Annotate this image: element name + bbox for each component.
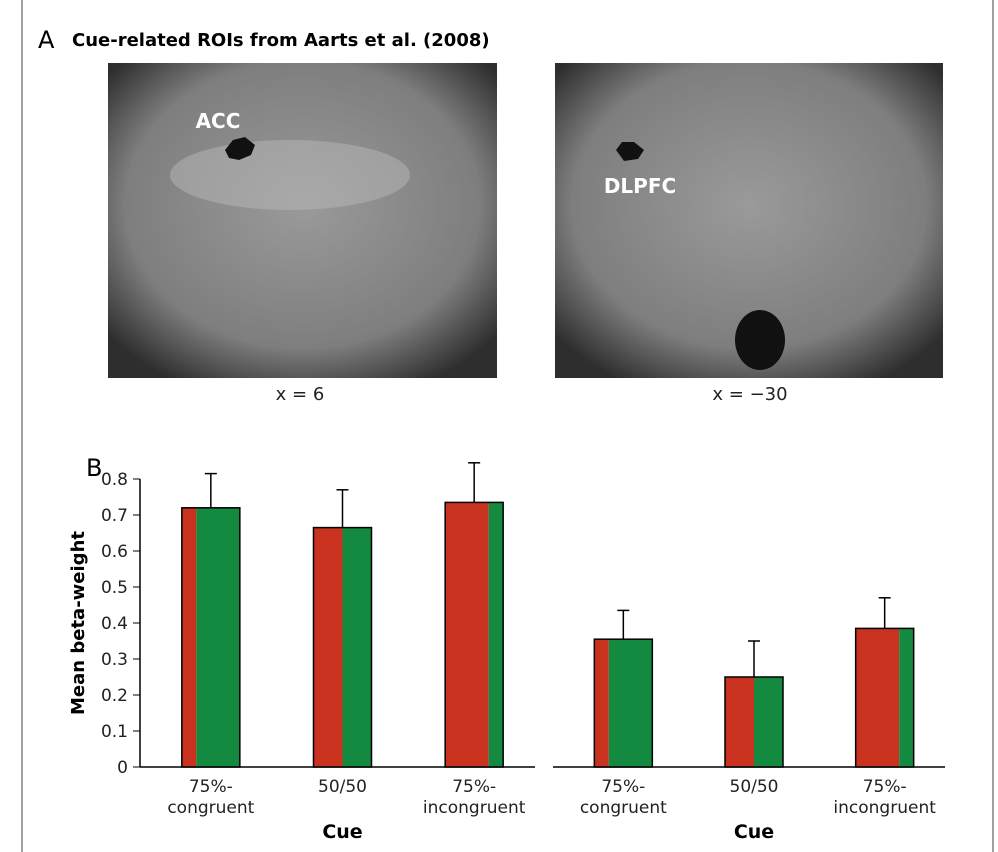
- roi-label: ACC: [196, 109, 241, 133]
- bar-congruent-part: [754, 677, 783, 767]
- x-tick-label: 50/50: [729, 777, 779, 797]
- y-tick-label: 0: [117, 758, 128, 778]
- image-caption: x = 6: [276, 384, 325, 405]
- y-tick-label: 0.5: [101, 578, 128, 598]
- y-tick-label: 0.4: [101, 614, 128, 634]
- x-tick-label: 75%-incongruent: [833, 777, 936, 818]
- x-tick-label: 50/50: [318, 777, 367, 797]
- y-tick-label: 0.6: [101, 542, 128, 562]
- roi-label: DLPFC: [604, 174, 676, 198]
- bar-congruent-part: [342, 527, 372, 767]
- x-tick-label: 75%-congruent: [579, 777, 667, 818]
- y-tick-label: 0.3: [101, 650, 128, 670]
- bar-incongruent-part: [313, 527, 343, 767]
- x-tick-label: 75%-congruent: [167, 777, 255, 818]
- bar-incongruent-part: [445, 502, 489, 767]
- bar-congruent-part: [899, 628, 914, 767]
- bar-incongruent-part: [855, 628, 900, 767]
- x-axis-label: Cue: [734, 821, 774, 843]
- bar-congruent-part: [196, 507, 240, 767]
- bar-congruent-part: [488, 502, 504, 767]
- y-tick-label: 0.7: [101, 506, 128, 526]
- bar-incongruent-part: [181, 507, 197, 767]
- y-axis-label: Mean beta-weight: [68, 531, 89, 715]
- bar-congruent-part: [608, 639, 653, 767]
- bar-incongruent-part: [725, 677, 754, 767]
- mri-image: DLPFC x = −30: [555, 63, 943, 405]
- y-tick-label: 0.1: [101, 722, 128, 742]
- panel-label: B: [86, 454, 102, 482]
- x-axis-label: Cue: [322, 821, 362, 843]
- y-tick-label: 0.2: [101, 686, 128, 706]
- bar-incongruent-part: [594, 639, 609, 767]
- y-tick-label: 0.8: [101, 470, 128, 490]
- image-caption: x = −30: [712, 384, 787, 405]
- panel-title: Cue-related ROIs from Aarts et al. (2008…: [72, 30, 490, 51]
- x-tick-label: 75%-incongruent: [422, 777, 526, 818]
- mri-image: ACC x = 6: [108, 63, 497, 405]
- panel-label: A: [38, 26, 55, 54]
